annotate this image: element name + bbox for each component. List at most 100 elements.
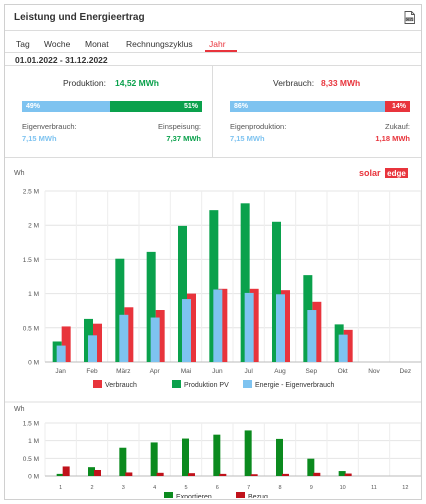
x-tick-label: Sep xyxy=(306,368,318,375)
chart1-y-unit: Wh xyxy=(14,170,25,177)
bar-verbrauch xyxy=(155,310,165,362)
bar-energie-eigenverbrauch xyxy=(307,310,317,362)
export-import-chart: 0 M0.5 M1 M1.5 M1 2 3 4 5 6 7 8 9 10 11 12 xyxy=(23,421,421,491)
production-value: 14,52 MWh xyxy=(115,78,159,88)
bar-energie-eigenverbrauch xyxy=(119,314,129,362)
bar-bezug xyxy=(313,472,321,476)
widget-title: Leistung und Energieertrag xyxy=(14,12,145,23)
eigenverbrauch-value: 7,15 MWh xyxy=(22,134,57,143)
y-tick-label: 2.5 M xyxy=(23,189,39,196)
y-tick-label: 0 M xyxy=(28,360,39,367)
logo-edge-box xyxy=(385,168,408,178)
charts-area: Wh solar edge 0 M 0.5 M 1 M 1.5 M 2 M 2.5 M Ja… xyxy=(5,168,421,498)
bar-energie-eigenverbrauch xyxy=(56,345,66,362)
bar-bezug xyxy=(188,473,195,476)
x-tick-label: März xyxy=(116,368,130,375)
energy-widget: Leistung und Energieertrag CSV Tag Woche… xyxy=(4,4,422,500)
bar-produktion-pv xyxy=(178,225,187,362)
x-tick-label: 4 xyxy=(153,485,156,491)
tab-tag[interactable]: Tag xyxy=(16,39,30,49)
legend-swatch xyxy=(93,380,102,388)
tab-jahr[interactable]: Jahr xyxy=(209,39,226,49)
bar-bezug xyxy=(282,473,289,476)
x-tick-label: 1 xyxy=(59,485,62,491)
x-tick-label: 3 xyxy=(122,485,125,491)
y-tick-label: 1 M xyxy=(28,438,39,445)
divider xyxy=(5,157,421,158)
bar-exportieren xyxy=(338,471,346,476)
bar-verbrauch xyxy=(187,293,196,362)
logo-solar: solar xyxy=(359,168,381,178)
x-tick-label: Feb xyxy=(86,368,98,375)
tab-monat[interactable]: Monat xyxy=(85,39,109,49)
bar-exportieren xyxy=(244,430,252,476)
consumption-panel: Verbrauch: 8,33 MWh 86% 14% Eigenprodukt… xyxy=(213,65,421,157)
bar-verbrauch xyxy=(124,307,134,362)
consumption-label: Verbrauch: xyxy=(273,78,315,88)
bar-exportieren xyxy=(307,458,315,476)
x-tick-label: 7 xyxy=(247,485,250,491)
y-tick-label: 0.5 M xyxy=(23,325,39,332)
legend-swatch xyxy=(243,380,252,388)
consumption-purchase-bar: 14% xyxy=(385,101,410,112)
production-label: Produktion: xyxy=(63,78,106,88)
consumption-self-production-bar: 86% xyxy=(230,101,385,112)
y-tick-label: 0.5 M xyxy=(23,456,39,463)
legend-swatch xyxy=(172,380,181,388)
x-tick-label: 12 xyxy=(402,485,408,491)
legend-label: Exportieren xyxy=(176,494,212,498)
x-tick-label: 2 xyxy=(90,485,93,491)
bar-energie-eigenverbrauch xyxy=(244,292,254,362)
eigenproduktion-label: Eigenproduktion: xyxy=(230,122,287,131)
bar-produktion-pv xyxy=(209,210,219,362)
bar-energie-eigenverbrauch xyxy=(213,289,223,362)
x-tick-label: Jul xyxy=(245,368,254,375)
tab-woche[interactable]: Woche xyxy=(44,39,71,49)
date-range: 01.01.2022 - 31.12.2022 xyxy=(15,55,108,65)
bar-energie-eigenverbrauch xyxy=(276,294,285,362)
x-tick-label: Apr xyxy=(150,368,161,375)
tab-rechnungszyklus[interactable]: Rechnungszyklus xyxy=(126,39,193,49)
einspeisung-label: Einspeisung: xyxy=(158,122,201,131)
bar-produktion-pv xyxy=(272,221,281,362)
bar-produktion-pv xyxy=(146,251,156,362)
y-tick-label: 0 M xyxy=(28,474,39,481)
bar-exportieren xyxy=(213,434,221,476)
bar-exportieren xyxy=(119,447,127,476)
bar-verbrauch xyxy=(61,326,71,362)
x-tick-label: 10 xyxy=(340,485,346,491)
x-tick-label: Jan xyxy=(55,368,66,375)
y-tick-label: 1 M xyxy=(28,291,39,298)
logo-edge: edge xyxy=(387,169,406,178)
eigenverbrauch-label: Eigenverbrauch: xyxy=(22,122,77,131)
legend-label: Energie - Eigenverbrauch xyxy=(255,382,334,389)
bar-bezug xyxy=(344,473,352,476)
x-tick-label: Mai xyxy=(181,368,191,375)
chart2-legend: Exportieren Bezug xyxy=(164,492,268,498)
x-tick-label: Okt xyxy=(338,368,348,375)
monthly-energy-chart: 0 M 0.5 M 1 M 1.5 M 2 M 2.5 M Jan Feb März Apr Mai… xyxy=(23,189,421,375)
bar-exportieren xyxy=(276,438,283,476)
bar-bezug xyxy=(62,466,70,476)
legend-label: Produktion PV xyxy=(184,382,229,389)
solaredge-logo: solar edge xyxy=(359,168,408,178)
x-tick-label: 8 xyxy=(278,485,281,491)
csv-export-icon[interactable]: CSV xyxy=(404,11,415,24)
eigenproduktion-value: 7,15 MWh xyxy=(230,134,265,143)
chart1-legend: Verbrauch Produktion PV Energie - Eigenver… xyxy=(93,380,334,389)
legend-swatch xyxy=(164,492,173,498)
bar-bezug xyxy=(219,473,227,476)
production-right-pct: 51% xyxy=(183,102,198,110)
svg-text:CSV: CSV xyxy=(406,18,412,22)
bar-energie-eigenverbrauch xyxy=(338,334,348,362)
bar-exportieren xyxy=(182,438,189,476)
x-tick-label: 5 xyxy=(184,485,187,491)
production-feed-in-bar: 51% xyxy=(110,101,202,112)
bar-produktion-pv xyxy=(115,258,125,362)
legend-label: Verbrauch xyxy=(105,382,137,389)
bar-energie-eigenverbrauch xyxy=(88,335,97,362)
x-tick-label: 6 xyxy=(216,485,219,491)
chart2-y-unit: Wh xyxy=(14,406,25,413)
legend-swatch xyxy=(236,492,245,498)
x-tick-label: Jun xyxy=(212,368,223,375)
